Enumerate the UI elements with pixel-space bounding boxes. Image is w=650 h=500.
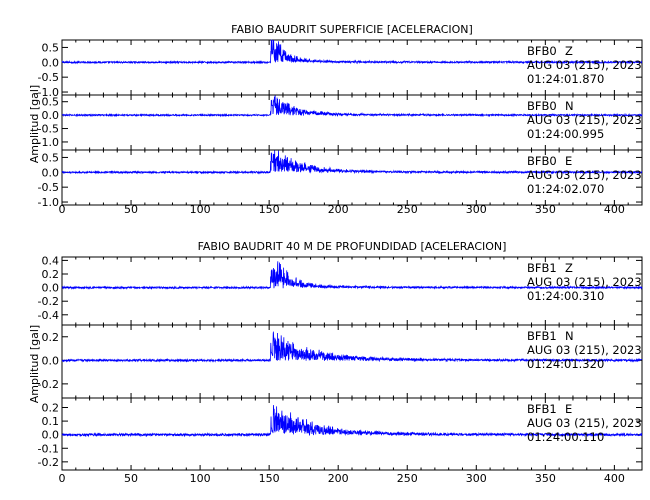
y-tick-label: 0.2 xyxy=(42,331,60,344)
y-tick-label: -0.5 xyxy=(38,181,59,194)
y-tick-label: 0.5 xyxy=(42,96,60,109)
waveform-trace xyxy=(61,39,643,65)
trace-time-label: 01:24:01.320 xyxy=(527,357,604,371)
chart-title: FABIO BAUDRIT SUPERFICIE [ACELERACION] xyxy=(231,23,473,36)
y-tick-label: -0.5 xyxy=(38,71,59,84)
x-tick-label: 50 xyxy=(124,472,138,485)
trace-date-label: AUG 03 (215), 2023 xyxy=(527,416,642,430)
station-code: BFB0 xyxy=(527,99,557,113)
x-tick-label: 100 xyxy=(190,203,211,216)
y-tick-label: -1.0 xyxy=(38,196,59,209)
x-tick-label: 400 xyxy=(604,472,625,485)
waveform-trace xyxy=(61,95,643,118)
component-code: E xyxy=(565,154,572,168)
trace-time-label: 01:24:01.870 xyxy=(527,72,604,86)
component-code: Z xyxy=(565,44,573,58)
x-tick-label: 350 xyxy=(535,203,556,216)
x-tick-label: 150 xyxy=(259,472,280,485)
y-tick-label: 0.0 xyxy=(42,282,60,295)
waveform-trace xyxy=(61,405,643,438)
x-tick-label: 350 xyxy=(535,472,556,485)
station-code: BFB1 xyxy=(527,261,557,275)
y-tick-label: 0.0 xyxy=(42,354,60,367)
component-code: N xyxy=(565,329,574,343)
x-tick-label: 200 xyxy=(328,472,349,485)
y-tick-label: 0.1 xyxy=(42,415,60,428)
trace-time-label: 01:24:02.070 xyxy=(527,182,604,196)
y-tick-label: -0.5 xyxy=(38,123,59,136)
component-code: Z xyxy=(565,261,573,275)
station-code: BFB1 xyxy=(527,329,557,343)
y-tick-label: 0.0 xyxy=(42,109,60,122)
y-tick-label: -0.4 xyxy=(38,309,59,322)
x-tick-label: 300 xyxy=(466,203,487,216)
x-tick-label: 50 xyxy=(124,203,138,216)
y-tick-label: 0.2 xyxy=(42,268,60,281)
chart-title: FABIO BAUDRIT 40 M DE PROFUNDIDAD [ACELE… xyxy=(198,240,507,253)
trace-time-label: 01:24:00.995 xyxy=(527,127,604,141)
x-tick-label: 300 xyxy=(466,472,487,485)
y-tick-label: -0.2 xyxy=(38,295,59,308)
component-code: N xyxy=(565,99,574,113)
station-code: BFB0 xyxy=(527,44,557,58)
component-code: E xyxy=(565,402,572,416)
trace-station-label: BFB0 Z xyxy=(527,44,573,58)
waveform-trace xyxy=(61,150,643,175)
y-axis-label: Amplitud [gal] xyxy=(28,325,41,403)
x-tick-label: 150 xyxy=(259,203,280,216)
trace-station-label: BFB0 E xyxy=(527,154,572,168)
x-tick-label: 0 xyxy=(59,472,66,485)
x-tick-label: 400 xyxy=(604,203,625,216)
station-code: BFB1 xyxy=(527,402,557,416)
y-tick-label: -0.2 xyxy=(38,378,59,391)
x-tick-label: 250 xyxy=(397,203,418,216)
trace-station-label: BFB1 Z xyxy=(527,261,573,275)
trace-date-label: AUG 03 (215), 2023 xyxy=(527,113,642,127)
y-tick-label: 0.4 xyxy=(42,254,60,267)
trace-time-label: 01:24:00.110 xyxy=(527,430,604,444)
y-tick-label: -0.1 xyxy=(38,442,59,455)
y-tick-label: 0.0 xyxy=(42,429,60,442)
x-tick-label: 200 xyxy=(328,203,349,216)
y-tick-label: 0.2 xyxy=(42,402,60,415)
y-tick-label: -1.0 xyxy=(38,86,59,99)
trace-station-label: BFB0 N xyxy=(527,99,574,113)
waveform-trace xyxy=(61,261,643,290)
y-tick-label: 0.5 xyxy=(42,151,60,164)
trace-date-label: AUG 03 (215), 2023 xyxy=(527,58,642,72)
trace-station-label: BFB1 N xyxy=(527,329,574,343)
x-tick-label: 250 xyxy=(397,472,418,485)
y-tick-label: 0.5 xyxy=(42,41,60,54)
trace-date-label: AUG 03 (215), 2023 xyxy=(527,343,642,357)
y-tick-label: 0.0 xyxy=(42,56,60,69)
y-axis-label: Amplitud [gal] xyxy=(28,85,41,163)
chart-group-1: FABIO BAUDRIT SUPERFICIE [ACELERACION] Am… xyxy=(28,23,643,216)
station-code: BFB0 xyxy=(527,154,557,168)
trace-date-label: AUG 03 (215), 2023 xyxy=(527,275,642,289)
chart-group-2: FABIO BAUDRIT 40 M DE PROFUNDIDAD [ACELE… xyxy=(28,240,643,485)
trace-time-label: 01:24:00.310 xyxy=(527,289,604,303)
x-tick-label: 100 xyxy=(190,472,211,485)
x-tick-label: 0 xyxy=(59,203,66,216)
waveform-trace xyxy=(61,331,643,363)
trace-station-label: BFB1 E xyxy=(527,402,572,416)
y-tick-label: -1.0 xyxy=(38,136,59,149)
trace-date-label: AUG 03 (215), 2023 xyxy=(527,168,642,182)
y-tick-label: 0.0 xyxy=(42,166,60,179)
y-tick-label: -0.2 xyxy=(38,456,59,469)
